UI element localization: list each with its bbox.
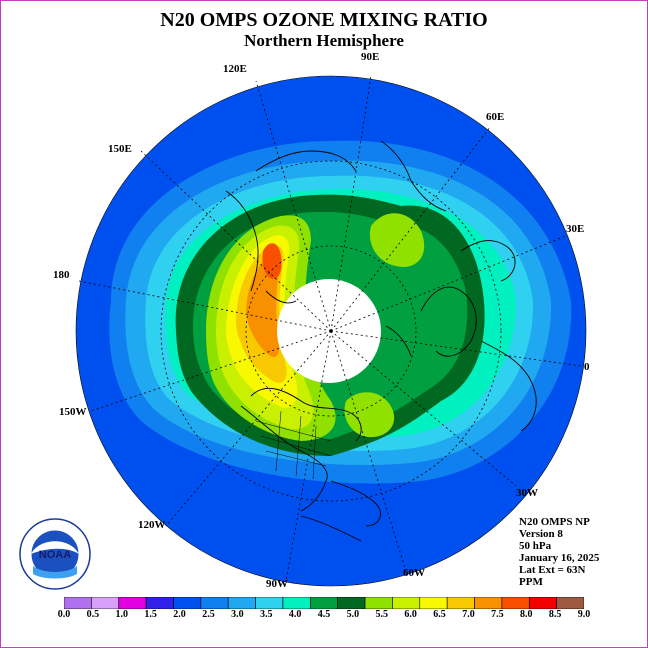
- colorbar-swatch: [419, 597, 448, 609]
- colorbar-tick-label: 8.0: [519, 609, 533, 620]
- lon-label-150e: 150E: [108, 143, 132, 155]
- lon-label-150w: 150W: [59, 406, 87, 418]
- lon-label-90w: 90W: [266, 578, 288, 590]
- info-pressure: 50 hPa: [519, 540, 552, 552]
- lon-label-120e: 120E: [223, 63, 247, 75]
- info-box: N20 OMPS NP Version 8 50 hPa January 16,…: [519, 516, 599, 588]
- colorbar-tick-label: 4.0: [288, 609, 302, 620]
- coastlines: [225, 140, 537, 542]
- colorbar-swatch: [528, 597, 557, 609]
- colorbar-tick-label: 6.5: [433, 609, 446, 620]
- colorbar-swatch: [392, 597, 421, 609]
- lon-label-30w: 30W: [516, 487, 538, 499]
- info-units: PPM: [519, 576, 543, 588]
- colorbar-tick-label: 9.0: [577, 609, 591, 620]
- info-version: Version 8: [519, 528, 563, 540]
- info-date: January 16, 2025: [519, 552, 600, 564]
- colorbar-swatch: [91, 597, 120, 609]
- noaa-logo: NOAA: [19, 518, 91, 590]
- colorbar-tick-label: 4.5: [317, 609, 331, 620]
- colorbar-tick-label: 5.0: [346, 609, 360, 620]
- colorbar-swatch: [64, 597, 92, 609]
- colorbar-swatch: [145, 597, 174, 609]
- colorbar-tick-label: 2.0: [173, 609, 186, 620]
- latitude-circles: [160, 160, 502, 502]
- svg-text:NOAA: NOAA: [39, 549, 71, 561]
- page-title: N20 OMPS OZONE MIXING RATIO: [160, 9, 488, 31]
- colorbar-swatch: [227, 597, 256, 609]
- lon-label-60w: 60W: [403, 567, 425, 579]
- colorbar-swatch: [118, 597, 147, 609]
- meridian-lines: [78, 75, 582, 582]
- map-border: [75, 75, 587, 587]
- info-instrument: N20 OMPS NP: [519, 516, 590, 528]
- colorbar-tick-label: 7.5: [491, 609, 504, 620]
- colorbar: [64, 597, 584, 609]
- colorbar-swatch: [446, 597, 475, 609]
- colorbar-tick-label: 3.0: [231, 609, 244, 620]
- colorbar-swatch: [501, 597, 530, 609]
- colorbar-tick-label: 3.5: [259, 609, 273, 620]
- us-state-lines: [255, 410, 332, 480]
- colorbar-tick-label: 8.5: [548, 609, 562, 620]
- colorbar-swatch: [556, 597, 584, 609]
- colorbar-tick-label: 7.0: [462, 609, 475, 620]
- colorbar-swatch: [255, 597, 284, 609]
- lon-label-0: 0: [584, 361, 590, 373]
- lon-label-90e: 90E: [361, 51, 380, 63]
- colorbar-swatch: [474, 597, 503, 609]
- lon-label-60e: 60E: [486, 111, 505, 123]
- colorbar-tick-label: 1.0: [115, 609, 129, 620]
- colorbar-swatch: [310, 597, 338, 609]
- colorbar-swatch: [364, 597, 393, 609]
- colorbar-tick-label: 0.0: [57, 609, 71, 620]
- colorbar-swatch: [282, 597, 311, 609]
- page-subtitle: Northern Hemisphere: [244, 31, 404, 50]
- colorbar-swatch: [337, 597, 366, 609]
- info-lat-extent: Lat Ext = 63N: [519, 564, 586, 576]
- lon-label-180: 180: [53, 269, 70, 281]
- ozone-field: [76, 76, 586, 586]
- colorbar-tick-label: 5.5: [375, 609, 389, 620]
- lon-label-30e: 30E: [566, 223, 585, 235]
- colorbar-tick-label: 2.5: [202, 609, 215, 620]
- colorbar-swatch: [173, 597, 202, 609]
- colorbar-swatch: [200, 597, 229, 609]
- colorbar-tick-label: 0.5: [86, 609, 100, 620]
- colorbar-tick-label: 6.0: [404, 609, 417, 620]
- lon-label-120w: 120W: [138, 519, 166, 531]
- colorbar-tick-label: 1.5: [144, 609, 157, 620]
